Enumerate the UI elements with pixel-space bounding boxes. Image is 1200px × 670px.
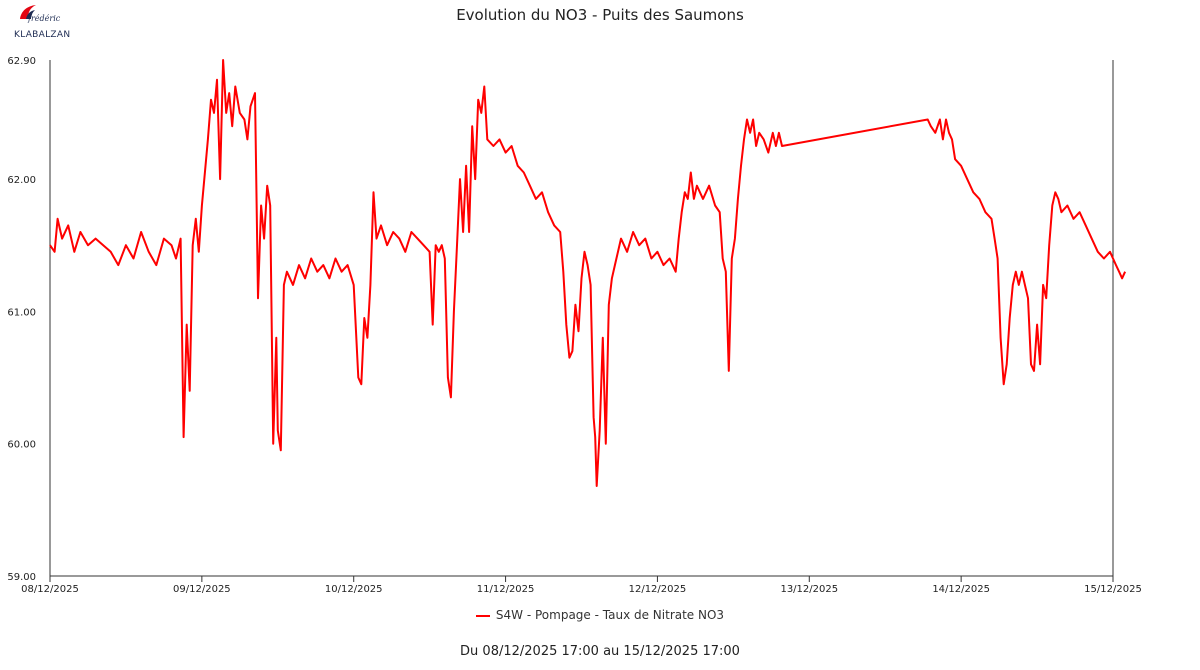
x-tick-label: 11/12/2025 xyxy=(477,584,535,595)
company-logo: frédéric KLABALZAN xyxy=(14,4,70,40)
logo-text: KLABALZAN xyxy=(14,30,71,40)
chart-title: Evolution du NO3 - Puits des Saumons xyxy=(456,6,744,24)
y-tick-label: 62.90 xyxy=(7,56,36,67)
red-flame-logo-icon xyxy=(20,5,36,19)
logo-script-text: frédéric xyxy=(28,14,61,23)
y-tick-label: 61.00 xyxy=(7,307,36,318)
y-tick-label: 59.00 xyxy=(7,572,36,583)
x-tick-label: 12/12/2025 xyxy=(629,584,687,595)
chart-subtitle: Du 08/12/2025 17:00 au 15/12/2025 17:00 xyxy=(460,644,740,659)
x-tick-label: 13/12/2025 xyxy=(780,584,838,595)
legend-label: S4W - Pompage - Taux de Nitrate NO3 xyxy=(495,608,725,622)
y-axis-ticks: 59.00 60.00 61.00 62.00 62.90 xyxy=(7,56,36,583)
series-line xyxy=(49,59,1127,487)
chart-legend[interactable]: S4W - Pompage - Taux de Nitrate NO3 xyxy=(0,608,1200,622)
x-tick-label: 09/12/2025 xyxy=(173,584,231,595)
x-tick-label: 10/12/2025 xyxy=(325,584,383,595)
chart-axes xyxy=(49,60,1114,577)
x-tick-label: 08/12/2025 xyxy=(21,584,79,595)
x-tick-label: 14/12/2025 xyxy=(932,584,990,595)
x-axis-ticks: 08/12/2025 09/12/2025 10/12/2025 11/12/2025… xyxy=(21,576,1142,595)
line-chart: 59.00 60.00 61.00 62.00 62.90 08/12/2025 09/1… xyxy=(7,56,1142,595)
y-tick-label: 62.00 xyxy=(7,175,36,186)
x-tick-label: 15/12/2025 xyxy=(1084,584,1142,595)
series-group xyxy=(49,59,1127,487)
y-tick-label: 60.00 xyxy=(7,440,36,451)
legend-swatch xyxy=(475,614,490,617)
